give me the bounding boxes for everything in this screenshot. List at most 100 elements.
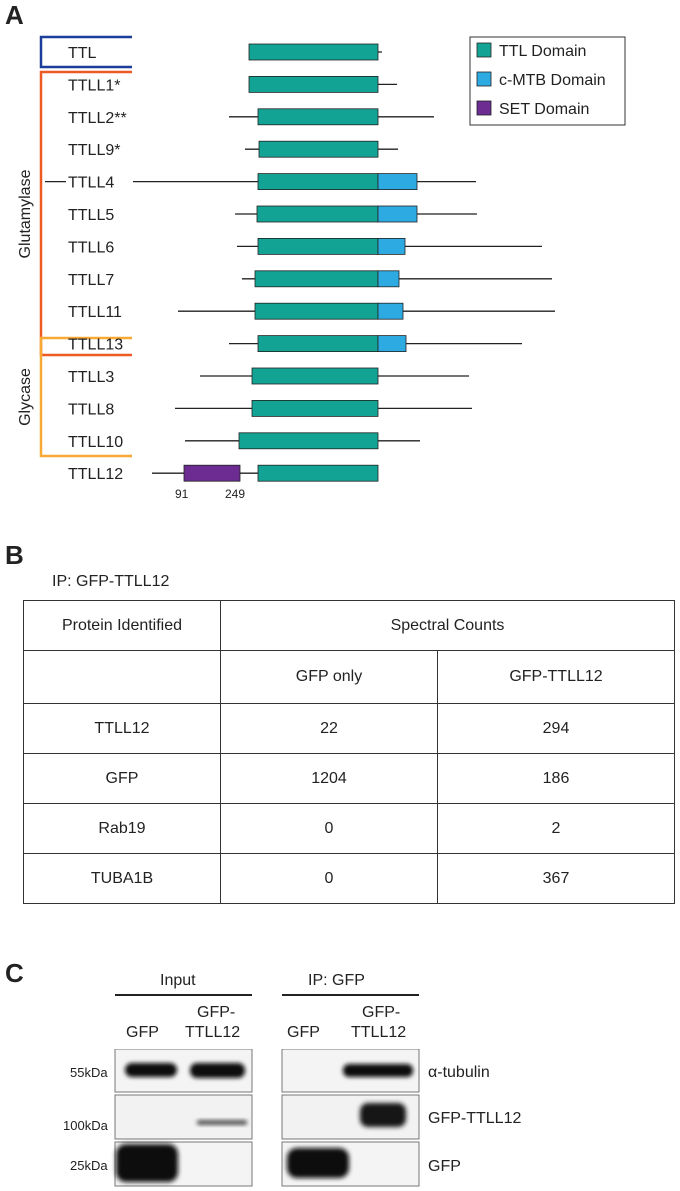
glutamylase-bracket (39, 70, 132, 357)
cell-gfp-count: 22 (220, 703, 438, 754)
protein-row: TTLL1* (68, 76, 397, 94)
c-mtb-domain (377, 302, 404, 320)
protein-row: TTLL7 (68, 270, 552, 289)
protein-name: TTLL10 (68, 434, 123, 451)
subheader-gfp-only: GFP only (220, 650, 438, 704)
legend-label-mtb: c-MTB Domain (499, 72, 606, 89)
cell-ttll12-count: 2 (437, 803, 675, 854)
protein-name: TTLL6 (68, 239, 114, 256)
cell-gfp-count: 0 (220, 853, 438, 904)
ttl-bracket (39, 35, 132, 69)
blot-input-ttll12 (114, 1094, 253, 1140)
protein-name: TTLL4 (68, 175, 114, 192)
legend-swatch-ttl (476, 42, 492, 58)
protein-name: TTLL1* (68, 77, 120, 94)
ttl-domain (248, 76, 379, 93)
panel-c-letter: C (5, 958, 24, 988)
lane-label-gfp-ttll12-line2: TTLL12 (185, 1024, 241, 1041)
protein-name: TTLL12 (68, 466, 123, 483)
table-subheader-row: GFP only GFP-TTLL12 (23, 650, 675, 704)
protein-name: TTL (68, 45, 97, 62)
table-row: GFP 1204 186 (23, 753, 675, 804)
legend-label-set: SET Domain (499, 101, 589, 118)
ip-gfp-header: IP: GFP (308, 972, 365, 989)
protein-row: TTLL11 (68, 302, 555, 321)
lane-label-gfp: GFP (126, 1024, 159, 1041)
protein-row: TTLL10 (68, 432, 420, 451)
set-start-label: 91 (175, 487, 189, 501)
input-header: Input (160, 972, 196, 989)
band-input-ttll12-fusion (197, 1120, 247, 1125)
ttl-domain (256, 205, 379, 223)
cell-protein: TTLL12 (23, 703, 221, 754)
table-row: TTLL12 22 294 (23, 703, 675, 754)
cell-protein: TUBA1B (23, 853, 221, 904)
protein-name: TTLL13 (68, 337, 123, 354)
protein-name: TTLL11 (68, 304, 122, 321)
c-mtb-domain (377, 270, 400, 288)
protein-row: TTLL13 (68, 335, 522, 354)
protein-row: TTLL12 (68, 464, 379, 483)
ttl-domain (251, 399, 379, 417)
c-mtb-domain (377, 335, 407, 353)
cell-protein: Rab19 (23, 803, 221, 854)
protein-name: TTLL3 (68, 369, 114, 386)
ttl-domain (257, 173, 379, 191)
band-input-gfp-gfp (116, 1144, 178, 1182)
lane-label-gfp-ttll12-ip-line1: GFP- (362, 1004, 401, 1021)
band-ip-ttll12-fusion (360, 1103, 406, 1127)
group-label-glycase: Glycase (17, 368, 34, 426)
ttl-domain (248, 43, 379, 61)
protein-name: TTLL9* (68, 142, 120, 159)
mw-marker-100: 100kDa (63, 1118, 108, 1133)
band-input-gfp-tubulin (125, 1063, 177, 1077)
legend-swatch-mtb (476, 71, 492, 87)
cell-gfp-count: 0 (220, 803, 438, 854)
protein-row: TTLL4 (45, 173, 476, 192)
protein-row: TTLL2** (68, 108, 434, 127)
glycase-bracket (39, 336, 132, 458)
legend-label-ttl: TTL Domain (499, 43, 586, 60)
cell-ttll12-count: 186 (437, 753, 675, 804)
table-row: TUBA1B 0 367 (23, 853, 675, 904)
protein-name: TTLL8 (68, 401, 114, 418)
lane-label-gfp-ip: GFP (287, 1024, 320, 1041)
cell-ttll12-count: 294 (437, 703, 675, 754)
ip-caption: IP: GFP-TTLL12 (52, 573, 170, 590)
band-ip-gfp-gfp (287, 1148, 349, 1178)
table-row: Rab19 0 2 (23, 803, 675, 854)
protein-name: TTLL2** (68, 110, 127, 127)
protein-row: TTLL6 (68, 237, 542, 256)
mw-marker-25: 25kDa (70, 1158, 108, 1173)
ttl-domain (257, 335, 379, 353)
ttl-domain (257, 237, 379, 255)
ip-underline (282, 994, 419, 996)
panel-a-letter: A (5, 0, 24, 30)
set-end-label: 249 (225, 487, 245, 501)
ttl-domain (238, 432, 379, 450)
subheader-empty (23, 650, 221, 704)
protein-name: TTLL7 (68, 272, 114, 289)
panel-b-letter: B (5, 540, 24, 570)
protein-row: TTLL8 (68, 399, 472, 418)
protein-row: TTLL5 (68, 205, 477, 224)
western-blots: α-tubulin GFP-TTLL12 GFP (114, 1049, 521, 1187)
domain-diagram: Glutamylase Glycase TTL TTLL1* TTLL2** TTLL… (17, 35, 626, 501)
protein-row: TTLL9* (68, 140, 398, 159)
header-protein: Protein Identified (23, 600, 221, 651)
band-input-ttll12-tubulin (190, 1063, 245, 1078)
subheader-gfp-ttll12: GFP-TTLL12 (437, 650, 675, 704)
protein-row: TTL (68, 43, 382, 62)
input-underline (115, 994, 252, 996)
ttl-domain (257, 464, 379, 482)
mw-marker-55: 55kDa (70, 1065, 108, 1080)
c-mtb-domain (377, 237, 406, 255)
cell-gfp-count: 1204 (220, 753, 438, 804)
header-spectral-counts: Spectral Counts (220, 600, 675, 651)
protein-name: TTLL5 (68, 207, 114, 224)
ttl-domain (254, 302, 379, 320)
cell-protein: GFP (23, 753, 221, 804)
ttl-domain (257, 108, 379, 126)
ttl-domain (258, 140, 379, 158)
band-ip-ttll12-tubulin (343, 1064, 413, 1077)
